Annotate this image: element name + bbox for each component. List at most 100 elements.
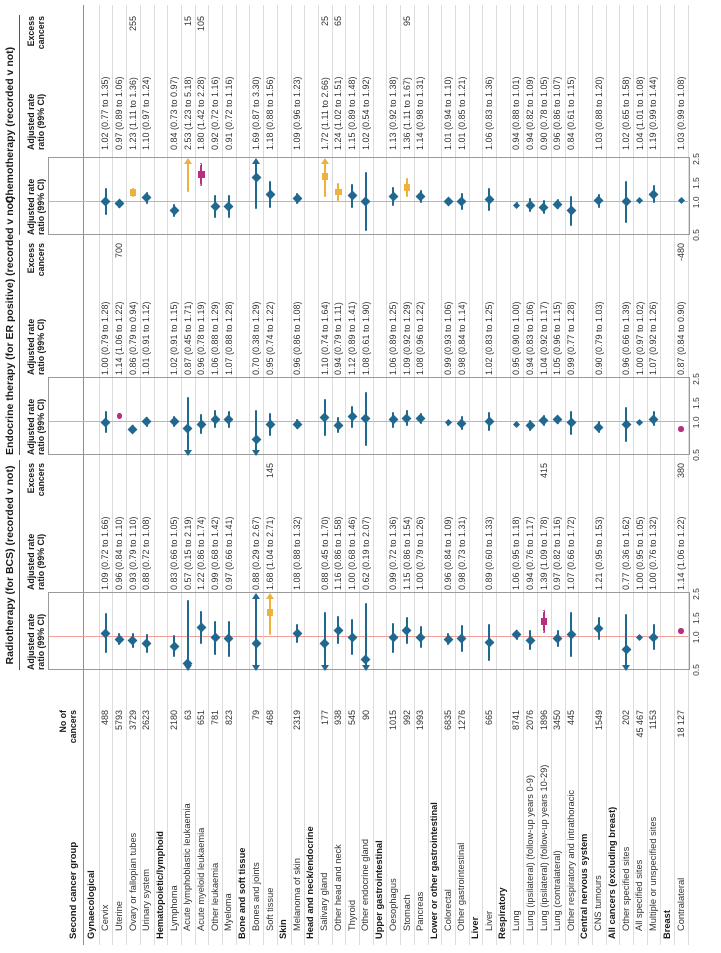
rate-ratio-text: 1.07 (0.92 to 1.26) (648, 301, 659, 375)
point-estimate-marker (335, 188, 342, 196)
cancer-count: 90 (360, 710, 371, 721)
excess-column-header: Excess cancers (26, 16, 46, 66)
row-label: CNS tumours (593, 875, 604, 931)
rate-ratio-text: 1.10 (0.97 to 1.24) (141, 76, 152, 150)
confidence-interval-line (186, 159, 189, 193)
panel-title-underline (19, 240, 20, 455)
confidence-interval-line (255, 159, 258, 209)
rate-ratio-text: 1.36 (1.11 to 1.67) (401, 77, 412, 150)
excess-cancers-value: 145 (264, 463, 275, 479)
panel-title-endocrine-therapy: Endocrine therapy (for ER positive) (rec… (4, 195, 16, 455)
rate-ratio-text: 1.01 (0.91 to 1.12) (141, 301, 152, 375)
rate-ratio-text: 0.90 (0.79 to 1.03) (593, 301, 604, 375)
row-label: Lymphoma (168, 885, 179, 931)
axis-tick-label: 0.5 (691, 664, 701, 676)
ci-arrow-left (622, 665, 631, 671)
cancer-count: 468 (264, 710, 275, 726)
row-separator (468, 5, 470, 945)
rate-ratio-text: 0.94 (0.82 to 1.09) (525, 76, 536, 150)
rate-ratio-text: 0.96 (0.84 to 1.09) (442, 516, 453, 590)
row-separator (372, 5, 374, 945)
row-separator (276, 5, 278, 945)
ci-arrow-right (320, 158, 329, 164)
rate-ratio-text: 0.99 (0.77 to 1.28) (566, 301, 577, 375)
text-header-line1: Adjusted rate (26, 318, 36, 375)
excess-header-line2: cancers (36, 463, 46, 497)
rate-ratio-text: 1.16 (0.86 to 1.58) (333, 516, 344, 590)
axis-tick-label: 0.5 (691, 229, 701, 241)
ratio-text-column-header: Adjusted rate ratio (99% CI) (26, 534, 46, 590)
rate-ratio-text: 0.87 (0.45 to 1.71) (182, 301, 193, 375)
rate-ratio-text: 1.04 (1.01 to 1.08) (634, 76, 645, 150)
excess-cancers-value: 255 (127, 16, 138, 32)
row-label: Other gastrointestinal (456, 842, 467, 931)
group-header: Head and neck/endocrine (305, 826, 316, 939)
excess-header-line1: Excess (26, 463, 36, 494)
plot-header-line1: Adjusted rate (26, 613, 36, 670)
point-estimate-marker (540, 618, 548, 625)
cancer-count: 781 (209, 710, 220, 726)
row-separator (660, 5, 662, 945)
cancer-count: 45 467 (634, 710, 645, 738)
rate-ratio-text: 0.96 (0.86 to 1.07) (552, 76, 563, 150)
row-label: Lung (511, 910, 522, 931)
rate-ratio-text: 1.08 (0.96 to 1.22) (415, 301, 426, 375)
cancer-count: 1153 (648, 710, 659, 730)
group-header: Upper gastrointestinal (373, 840, 384, 939)
cancer-count: 6835 (442, 710, 453, 731)
cancer-count: 3729 (127, 710, 138, 731)
excess-header-line2: cancers (36, 243, 46, 277)
group-header: Gynaecological (86, 870, 97, 939)
ci-arrow-left (183, 450, 192, 456)
rate-ratio-text: 0.98 (0.73 to 1.31) (456, 516, 467, 590)
ratio-text-column-header: Adjusted rate ratio (99% CI) (26, 94, 46, 150)
row-separator (687, 5, 689, 945)
row-label: Ovary or fallopian tubes (127, 832, 138, 931)
plot-header-line2: ratio (99% CI) (36, 613, 46, 670)
row-label: Liver (483, 910, 494, 931)
rate-ratio-text: 0.97 (0.82 to 1.16) (552, 516, 563, 590)
rate-ratio-text: 0.84 (0.73 to 0.97) (168, 76, 179, 150)
rate-ratio-text: 1.22 (0.86 to 1.74) (196, 516, 207, 590)
row-label: Other leukaemia (209, 862, 220, 931)
rate-ratio-text: 1.72 (1.11 to 2.66) (319, 77, 330, 150)
ci-arrow-right (183, 158, 192, 164)
row-label: Oesophagus (387, 878, 398, 931)
rate-ratio-text: 1.06 (0.89 to 1.25) (388, 301, 399, 375)
text-header-line1: Adjusted rate (26, 93, 36, 150)
plot-header-line2: ratio (99% CI) (36, 398, 46, 455)
rate-ratio-text: 1.15 (0.86 to 1.54) (401, 516, 412, 590)
excess-cancers-value: 95 (401, 16, 412, 27)
row-label: Melanoma of skin (291, 858, 302, 931)
rate-ratio-text: 1.09 (0.72 to 1.66) (100, 516, 111, 590)
row-separator (153, 5, 155, 945)
row-label: Lung (contralateral) (552, 850, 563, 931)
axis-tick-label: 1.0 (691, 196, 701, 209)
ci-arrow-left (252, 450, 261, 456)
group-header: Bone and soft tissue (236, 847, 247, 939)
ci-arrow-left (320, 665, 329, 671)
rate-ratio-text: 1.23 (1.11 to 1.36) (127, 77, 138, 150)
panel-title-underline (19, 15, 20, 235)
row-label: Colorectal (442, 889, 453, 931)
rate-ratio-text: 0.96 (0.86 to 1.08) (292, 301, 303, 375)
rate-ratio-text: 1.07 (0.88 to 1.28) (223, 301, 234, 375)
rate-ratio-text: 1.12 (0.89 to 1.41) (346, 301, 357, 375)
cancer-count: 1015 (388, 710, 399, 731)
axis-tick-label: 1.5 (691, 177, 701, 190)
rate-ratio-text: 1.80 (1.42 to 2.28) (196, 76, 207, 150)
rate-ratio-text: 0.77 (0.36 to 1.62) (620, 516, 631, 590)
excess-header-line1: Excess (26, 243, 36, 274)
confidence-interval-line (625, 614, 628, 670)
cancer-count: 488 (100, 710, 111, 726)
rate-ratio-text: 1.00 (0.76 to 1.32) (648, 516, 659, 590)
rate-ratio-text: 0.89 (0.60 to 1.33) (483, 516, 494, 590)
cancer-count: 665 (483, 710, 494, 726)
point-estimate-marker (321, 173, 328, 180)
row-label: Bones and joints (250, 862, 261, 931)
cancer-count: 63 (182, 710, 193, 721)
group-header: All cancers (excluding breast) (606, 806, 617, 939)
rate-ratio-text: 1.03 (0.99 to 1.08) (675, 76, 686, 150)
excess-cancers-value: 380 (675, 463, 686, 479)
